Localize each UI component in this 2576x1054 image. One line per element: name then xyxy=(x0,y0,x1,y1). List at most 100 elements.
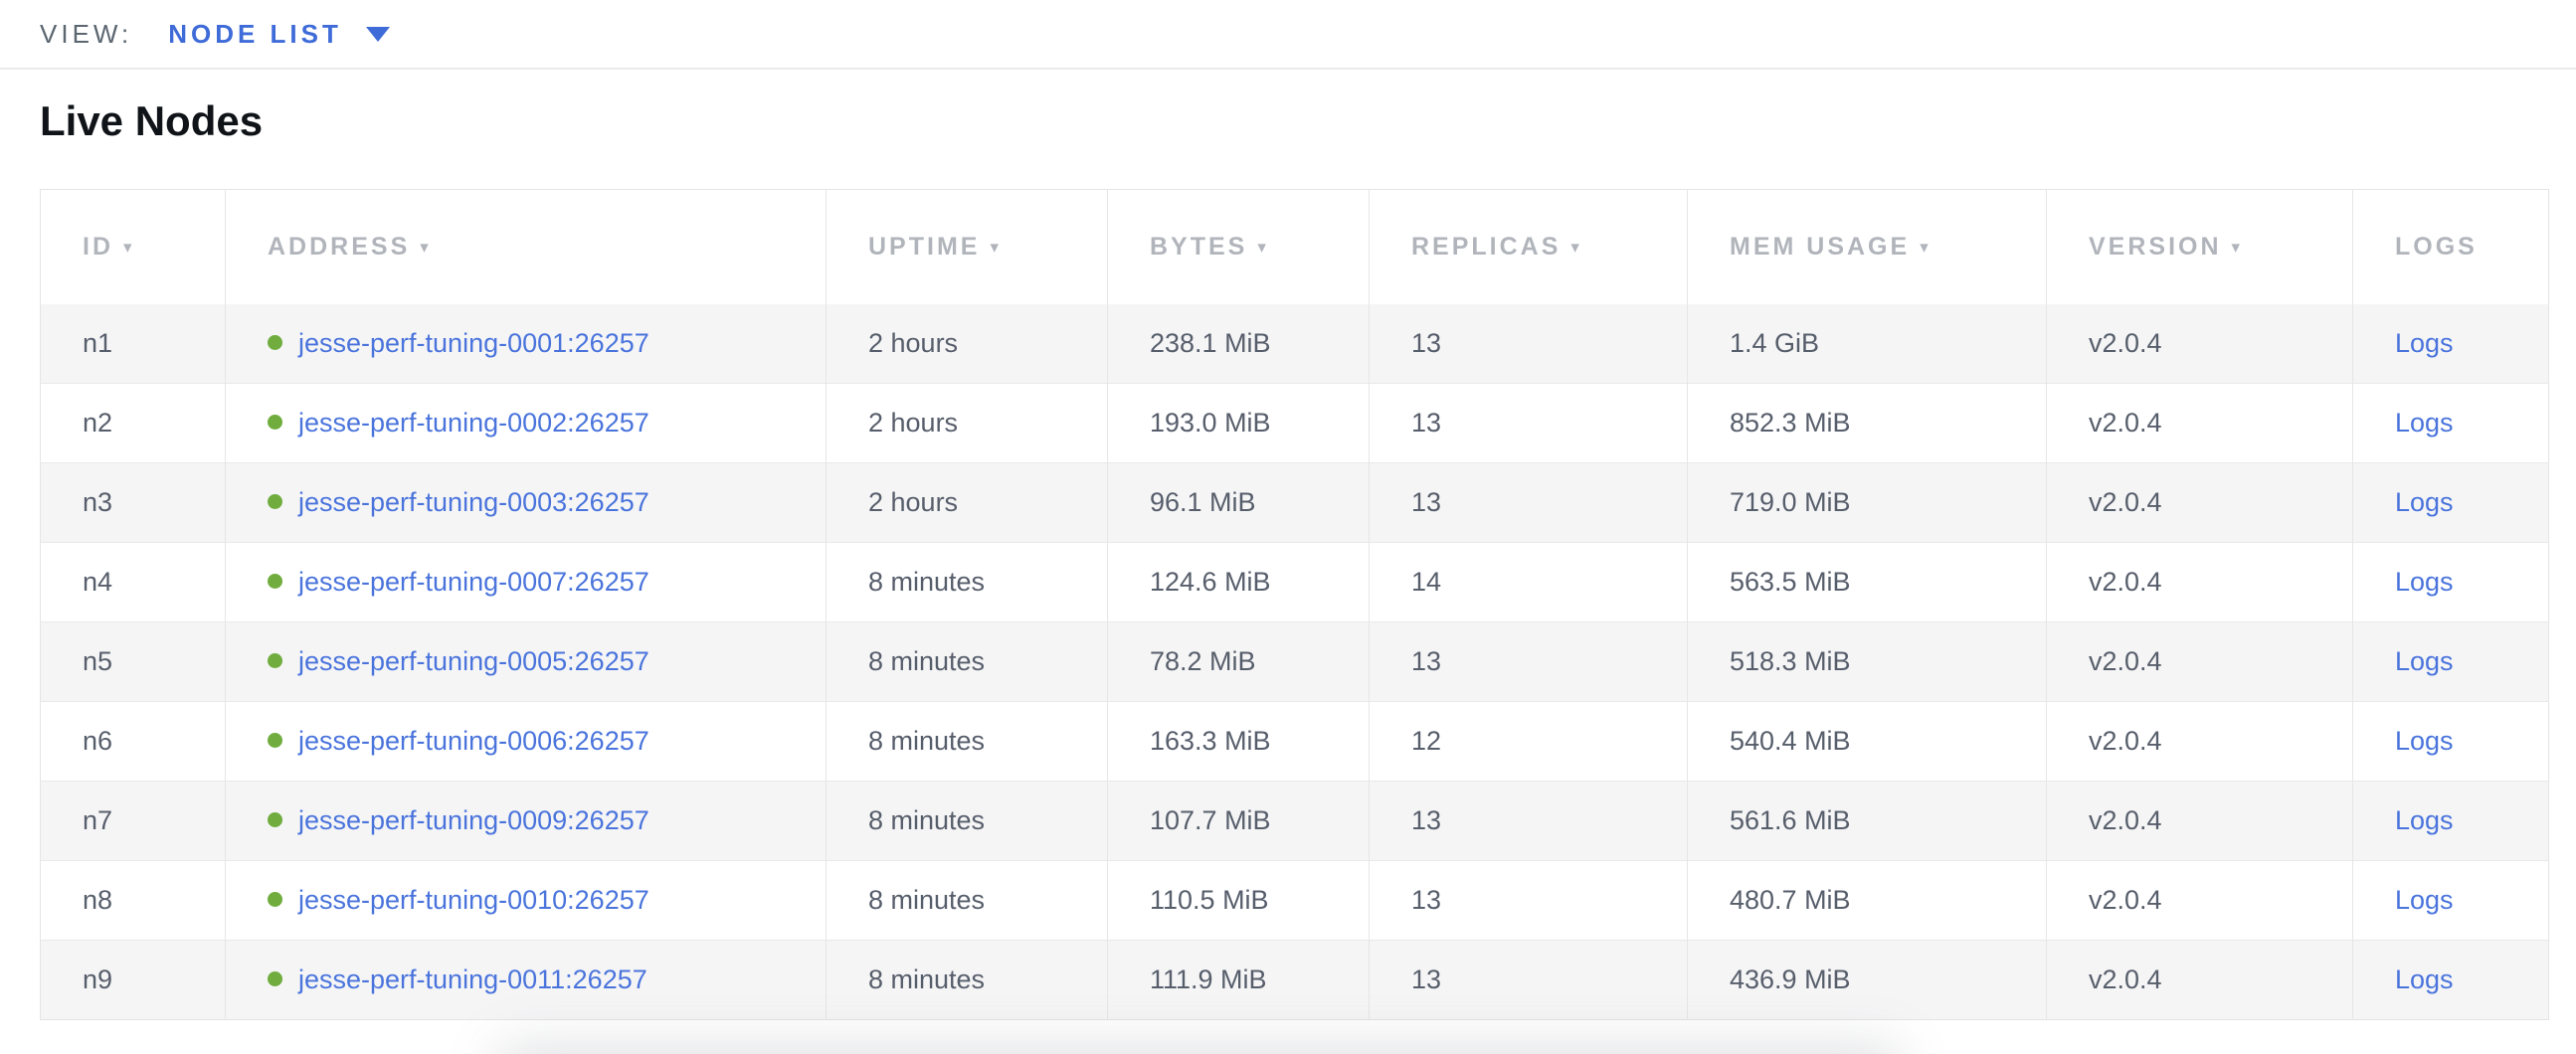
node-address-link[interactable]: jesse-perf-tuning-0005:26257 xyxy=(298,646,649,676)
table-row: n8 jesse-perf-tuning-0010:26257 8 minute… xyxy=(40,860,2549,941)
node-address-link[interactable]: jesse-perf-tuning-0010:26257 xyxy=(298,885,649,915)
logs-link[interactable]: Logs xyxy=(2395,965,2454,994)
logs-cell: Logs xyxy=(2352,860,2549,941)
replicas-cell: 13 xyxy=(1369,860,1688,941)
sort-caret-icon: ▾ xyxy=(1570,237,1582,257)
logs-cell: Logs xyxy=(2352,383,2549,463)
node-id-cell: n2 xyxy=(40,383,226,463)
logs-link[interactable]: Logs xyxy=(2395,327,2454,358)
version-cell: v2.0.4 xyxy=(2046,860,2353,941)
version-cell: v2.0.4 xyxy=(2046,303,2353,384)
node-address-link[interactable]: jesse-perf-tuning-0003:26257 xyxy=(298,487,649,517)
version-cell: v2.0.4 xyxy=(2046,462,2353,543)
column-header-id[interactable]: ID ▾ xyxy=(40,189,226,304)
view-bar: VIEW: NODE LIST xyxy=(0,0,2576,70)
node-id-cell: n1 xyxy=(83,327,113,358)
table-header: ID ▾ ADDRESS ▾ UPTIME ▾ BYTES ▾ REPLICAS ▾ ME… xyxy=(40,189,2549,304)
bytes-cell: 238.1 MiB xyxy=(1107,303,1370,384)
logs-link[interactable]: Logs xyxy=(2395,726,2454,756)
replicas-cell: 13 xyxy=(1369,940,1688,1020)
logs-link[interactable]: Logs xyxy=(2395,408,2454,438)
column-label: VERSION xyxy=(2089,232,2222,261)
uptime-cell: 8 minutes xyxy=(826,940,1108,1020)
table-row: n6 jesse-perf-tuning-0006:26257 8 minute… xyxy=(40,701,2549,782)
node-address-link[interactable]: jesse-perf-tuning-0001:26257 xyxy=(298,327,649,358)
green-dot-icon xyxy=(268,574,282,589)
node-address-cell: jesse-perf-tuning-0003:26257 xyxy=(225,462,827,543)
sort-caret-icon: ▾ xyxy=(1257,237,1269,257)
bytes-cell: 110.5 MiB xyxy=(1107,860,1370,941)
column-label: ID xyxy=(83,232,113,261)
logs-link[interactable]: Logs xyxy=(2395,805,2454,835)
bytes-cell: 111.9 MiB xyxy=(1107,940,1370,1020)
replicas-cell: 12 xyxy=(1369,701,1688,782)
logs-cell: Logs xyxy=(2352,542,2549,622)
logs-link[interactable]: Logs xyxy=(2395,885,2454,915)
uptime-cell: 8 minutes xyxy=(826,621,1108,702)
uptime-cell: 8 minutes xyxy=(826,542,1108,622)
logs-link[interactable]: Logs xyxy=(2395,567,2454,597)
node-address-cell: jesse-perf-tuning-0010:26257 xyxy=(225,860,827,941)
column-header-uptime[interactable]: UPTIME ▾ xyxy=(826,189,1108,304)
logs-cell: Logs xyxy=(2352,303,2549,384)
view-selected-value[interactable]: NODE LIST xyxy=(168,18,342,49)
column-label: BYTES xyxy=(1150,232,1248,261)
node-address-link[interactable]: jesse-perf-tuning-0009:26257 xyxy=(298,805,649,835)
mem-usage-cell: 561.6 MiB xyxy=(1687,781,2047,861)
green-dot-icon xyxy=(268,971,282,986)
node-address-link[interactable]: jesse-perf-tuning-0002:26257 xyxy=(298,408,649,438)
uptime-cell: 8 minutes xyxy=(826,701,1108,782)
node-id-cell: n3 xyxy=(40,462,226,543)
bytes-cell: 124.6 MiB xyxy=(1107,542,1370,622)
node-id-cell: n9 xyxy=(40,940,226,1020)
column-label: MEM USAGE xyxy=(1730,232,1911,261)
mem-usage-cell: 719.0 MiB xyxy=(1687,462,2047,543)
replicas-cell: 13 xyxy=(1369,383,1688,463)
column-label: LOGS xyxy=(2395,232,2478,261)
node-address-cell: jesse-perf-tuning-0009:26257 xyxy=(225,781,827,861)
version-cell: v2.0.4 xyxy=(2046,621,2353,702)
node-address-cell: jesse-perf-tuning-0007:26257 xyxy=(225,542,827,622)
version-cell: v2.0.4 xyxy=(2046,940,2353,1020)
uptime-cell: 8 minutes xyxy=(826,860,1108,941)
sort-caret-icon: ▾ xyxy=(2231,237,2244,257)
node-address-cell: jesse-perf-tuning-0002:26257 xyxy=(225,383,827,463)
sort-caret-icon: ▾ xyxy=(1920,237,1932,257)
page-title: Live Nodes xyxy=(40,97,264,144)
logs-link[interactable]: Logs xyxy=(2395,646,2454,676)
node-address-link[interactable]: jesse-perf-tuning-0007:26257 xyxy=(298,567,649,597)
uptime-cell: 2 hours xyxy=(826,303,1108,384)
version-cell: v2.0.4 xyxy=(2046,383,2353,463)
green-dot-icon xyxy=(268,415,282,430)
logs-cell: Logs xyxy=(2352,940,2549,1020)
green-dot-icon xyxy=(268,733,282,748)
column-header-mem-usage[interactable]: MEM USAGE ▾ xyxy=(1687,189,2047,304)
green-dot-icon xyxy=(268,653,282,668)
logs-cell: Logs xyxy=(2352,621,2549,702)
column-header-address[interactable]: ADDRESS ▾ xyxy=(225,189,827,304)
mem-usage-cell: 852.3 MiB xyxy=(1687,383,2047,463)
node-id-cell: n4 xyxy=(40,542,226,622)
bytes-cell: 107.7 MiB xyxy=(1107,781,1370,861)
logs-link[interactable]: Logs xyxy=(2395,487,2454,517)
uptime-cell: 8 minutes xyxy=(826,781,1108,861)
column-header-replicas[interactable]: REPLICAS ▾ xyxy=(1369,189,1688,304)
column-header-version[interactable]: VERSION ▾ xyxy=(2046,189,2353,304)
replicas-cell: 13 xyxy=(1369,303,1688,384)
node-address-link[interactable]: jesse-perf-tuning-0006:26257 xyxy=(298,726,649,756)
sort-caret-icon: ▾ xyxy=(123,237,135,257)
green-dot-icon xyxy=(268,494,282,509)
node-address-cell: jesse-perf-tuning-0005:26257 xyxy=(225,621,827,702)
version-cell: v2.0.4 xyxy=(2046,781,2353,861)
uptime-cell: 2 hours xyxy=(826,462,1108,543)
view-selector-dropdown[interactable]: NODE LIST xyxy=(168,19,390,50)
live-nodes-table: ID ▾ ADDRESS ▾ UPTIME ▾ BYTES ▾ REPLICAS ▾ ME… xyxy=(40,189,2549,1020)
mem-usage-cell: 563.5 MiB xyxy=(1687,542,2047,622)
column-header-bytes[interactable]: BYTES ▾ xyxy=(1107,189,1370,304)
mem-usage-cell: 1.4 GiB xyxy=(1687,303,2047,384)
table-row: n7 jesse-perf-tuning-0009:26257 8 minute… xyxy=(40,781,2549,861)
version-cell: v2.0.4 xyxy=(2046,701,2353,782)
node-address-link[interactable]: jesse-perf-tuning-0011:26257 xyxy=(298,965,647,994)
replicas-cell: 14 xyxy=(1369,542,1688,622)
table-row: n4 jesse-perf-tuning-0007:26257 8 minute… xyxy=(40,542,2549,622)
